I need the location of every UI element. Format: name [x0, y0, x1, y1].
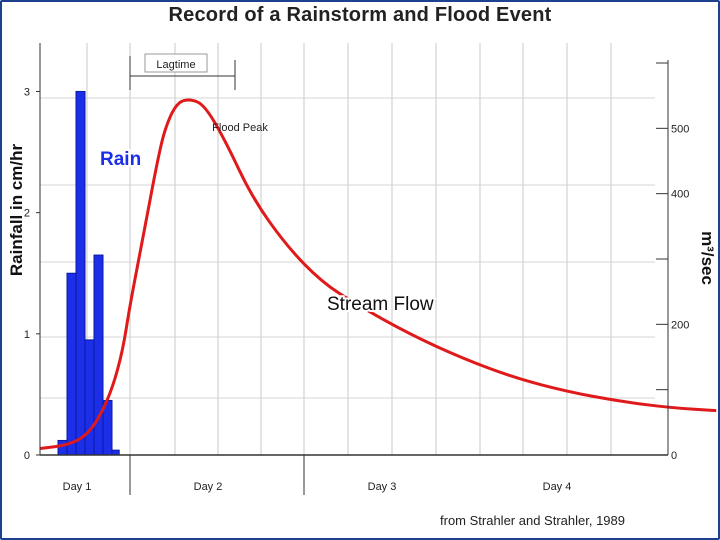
chart-title: Record of a Rainstorm and Flood Event — [168, 4, 552, 26]
x-tick-label: Day 2 — [194, 481, 223, 493]
lagtime-label: Lagtime — [156, 59, 195, 71]
flood-peak-label: Flood Peak — [212, 122, 268, 134]
rain-bar-2 — [75, 90, 86, 456]
right-tick-label: 200 — [671, 319, 689, 331]
x-tick-label: Day 1 — [63, 481, 92, 493]
rain-bar-1 — [66, 272, 77, 456]
stream-flow-line — [39, 98, 717, 450]
right-tick-label: 500 — [671, 123, 689, 135]
lagtime-box — [144, 53, 208, 73]
left-tick-label: 1 — [24, 329, 30, 341]
rain-bar-3 — [84, 339, 95, 456]
grid-lines — [40, 43, 655, 455]
stream-flow-label: Stream Flow — [327, 294, 434, 315]
left-tick-label: 0 — [24, 450, 30, 462]
rain-bars — [57, 90, 120, 456]
annotations: Lagtime Flood Peak Rain Stream Flow — [98, 53, 436, 317]
left-tick-label: 2 — [24, 208, 30, 220]
axes: 0 1 2 3 0 200 400 500 Day 1 Day 2 Day 3 Day 4 — [24, 43, 689, 495]
right-tick-label: 0 — [671, 450, 677, 462]
source-credit: from Strahler and Strahler, 1989 — [440, 513, 625, 528]
x-tick-label: Day 4 — [543, 481, 572, 493]
x-tick-label: Day 3 — [368, 481, 397, 493]
rain-label: Rain — [100, 149, 141, 170]
rain-bar-0 — [57, 439, 68, 456]
right-tick-label: 400 — [671, 189, 689, 201]
left-tick-label: 3 — [24, 86, 30, 98]
